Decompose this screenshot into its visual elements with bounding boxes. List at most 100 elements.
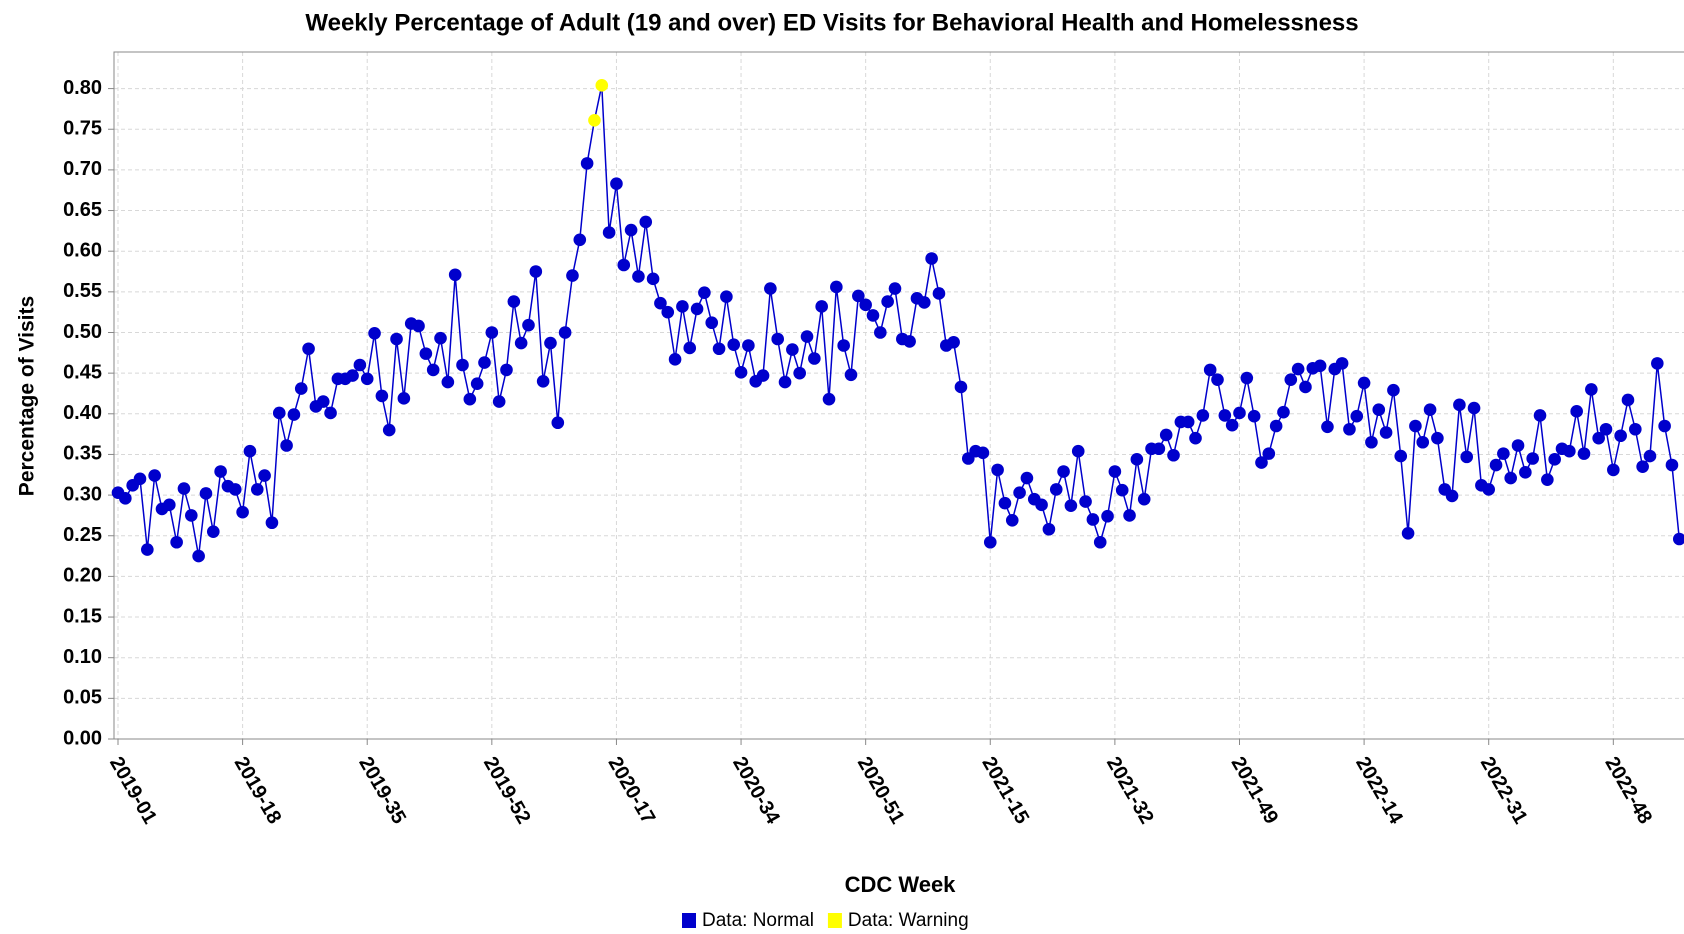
data-point bbox=[1225, 418, 1239, 432]
y-tick-label: 0.25 bbox=[63, 524, 102, 546]
data-point bbox=[1387, 383, 1400, 397]
data-point bbox=[983, 535, 997, 549]
data-point bbox=[808, 352, 821, 365]
data-point bbox=[1159, 428, 1173, 442]
data-point bbox=[830, 280, 843, 294]
data-point bbox=[272, 406, 286, 420]
data-point bbox=[1167, 448, 1180, 462]
data-point bbox=[1614, 429, 1627, 443]
data-point bbox=[698, 286, 711, 299]
data-point bbox=[1035, 498, 1048, 512]
data-point bbox=[918, 296, 931, 309]
data-point bbox=[1013, 486, 1026, 499]
data-point bbox=[199, 487, 213, 500]
x-tick-label: 2020-51 bbox=[853, 753, 909, 828]
data-point bbox=[1423, 403, 1437, 417]
data-point bbox=[705, 316, 719, 330]
data-point bbox=[874, 326, 887, 339]
data-point bbox=[397, 392, 411, 405]
data-point bbox=[141, 543, 154, 556]
x-axis-label: CDC Week bbox=[845, 872, 957, 897]
data-point bbox=[617, 258, 631, 272]
data-point bbox=[1313, 359, 1327, 373]
data-point bbox=[1240, 371, 1254, 385]
data-point bbox=[236, 505, 249, 519]
data-point bbox=[1489, 458, 1503, 472]
x-tick-label: 2021-49 bbox=[1227, 753, 1283, 828]
data-point bbox=[1335, 357, 1349, 370]
data-point bbox=[976, 446, 990, 460]
y-tick-label: 0.75 bbox=[63, 118, 102, 140]
data-point bbox=[507, 295, 521, 308]
data-point bbox=[192, 549, 205, 563]
data-point bbox=[1108, 465, 1122, 478]
data-point bbox=[514, 336, 528, 350]
data-point bbox=[316, 395, 330, 408]
y-axis-label: Percentage of Visits bbox=[16, 296, 39, 496]
data-point bbox=[353, 358, 367, 372]
data-point bbox=[1599, 422, 1613, 436]
data-point bbox=[683, 341, 697, 355]
data-point bbox=[1629, 422, 1642, 436]
x-tick-label: 2022-14 bbox=[1351, 753, 1407, 828]
data-point bbox=[800, 330, 814, 343]
data-point bbox=[1665, 458, 1679, 472]
data-point bbox=[185, 509, 198, 522]
data-point bbox=[1526, 452, 1539, 465]
data-point bbox=[1086, 513, 1100, 526]
data-point bbox=[903, 335, 916, 348]
data-point bbox=[529, 265, 543, 278]
data-point bbox=[1181, 415, 1195, 429]
y-tick-label: 0.40 bbox=[63, 402, 102, 424]
data-point bbox=[1079, 495, 1092, 508]
data-point bbox=[1211, 373, 1224, 386]
data-point bbox=[324, 406, 337, 420]
data-point bbox=[1042, 522, 1056, 536]
data-point bbox=[536, 374, 550, 388]
data-point bbox=[1262, 447, 1276, 460]
data-point bbox=[778, 375, 792, 389]
data-point bbox=[206, 525, 220, 538]
data-point bbox=[1130, 453, 1144, 466]
data-point bbox=[1607, 463, 1620, 477]
data-point bbox=[463, 392, 477, 406]
legend-label: Data: Normal bbox=[702, 910, 814, 931]
data-point bbox=[991, 463, 1004, 477]
data-point bbox=[1233, 406, 1246, 420]
plot-frame bbox=[113, 51, 1684, 740]
data-point bbox=[1372, 403, 1386, 417]
data-point bbox=[1269, 419, 1283, 433]
y-tick-label: 0.30 bbox=[63, 483, 102, 505]
data-point bbox=[390, 332, 403, 346]
data-point bbox=[1357, 376, 1371, 390]
data-point bbox=[786, 343, 799, 356]
data-point bbox=[1467, 401, 1481, 415]
data-point bbox=[522, 318, 535, 332]
x-tick-label: 2020-34 bbox=[728, 753, 784, 828]
data-point bbox=[1651, 357, 1664, 370]
data-point bbox=[1152, 442, 1166, 456]
data-point bbox=[580, 157, 594, 170]
x-tick-label: 2021-15 bbox=[977, 753, 1033, 828]
data-point bbox=[470, 377, 484, 391]
chart-title: Weekly Percentage of Adult (19 and over)… bbox=[305, 9, 1358, 36]
data-point bbox=[1592, 431, 1605, 445]
data-point bbox=[734, 366, 748, 379]
data-point bbox=[500, 363, 513, 377]
data-point bbox=[1460, 450, 1474, 464]
x-tick-label: 2021-32 bbox=[1102, 753, 1158, 828]
data-point bbox=[947, 335, 960, 349]
data-point bbox=[478, 356, 491, 369]
x-tick-label: 2022-48 bbox=[1600, 753, 1656, 828]
data-point bbox=[1511, 439, 1525, 452]
x-tick-label: 2019-35 bbox=[354, 753, 410, 828]
data-point bbox=[632, 270, 645, 283]
data-point bbox=[1431, 431, 1444, 445]
data-point bbox=[822, 392, 836, 406]
data-point bbox=[375, 389, 389, 403]
data-point bbox=[1570, 405, 1583, 418]
data-point bbox=[434, 331, 447, 345]
data-point bbox=[998, 496, 1012, 510]
data-point bbox=[1621, 393, 1635, 407]
